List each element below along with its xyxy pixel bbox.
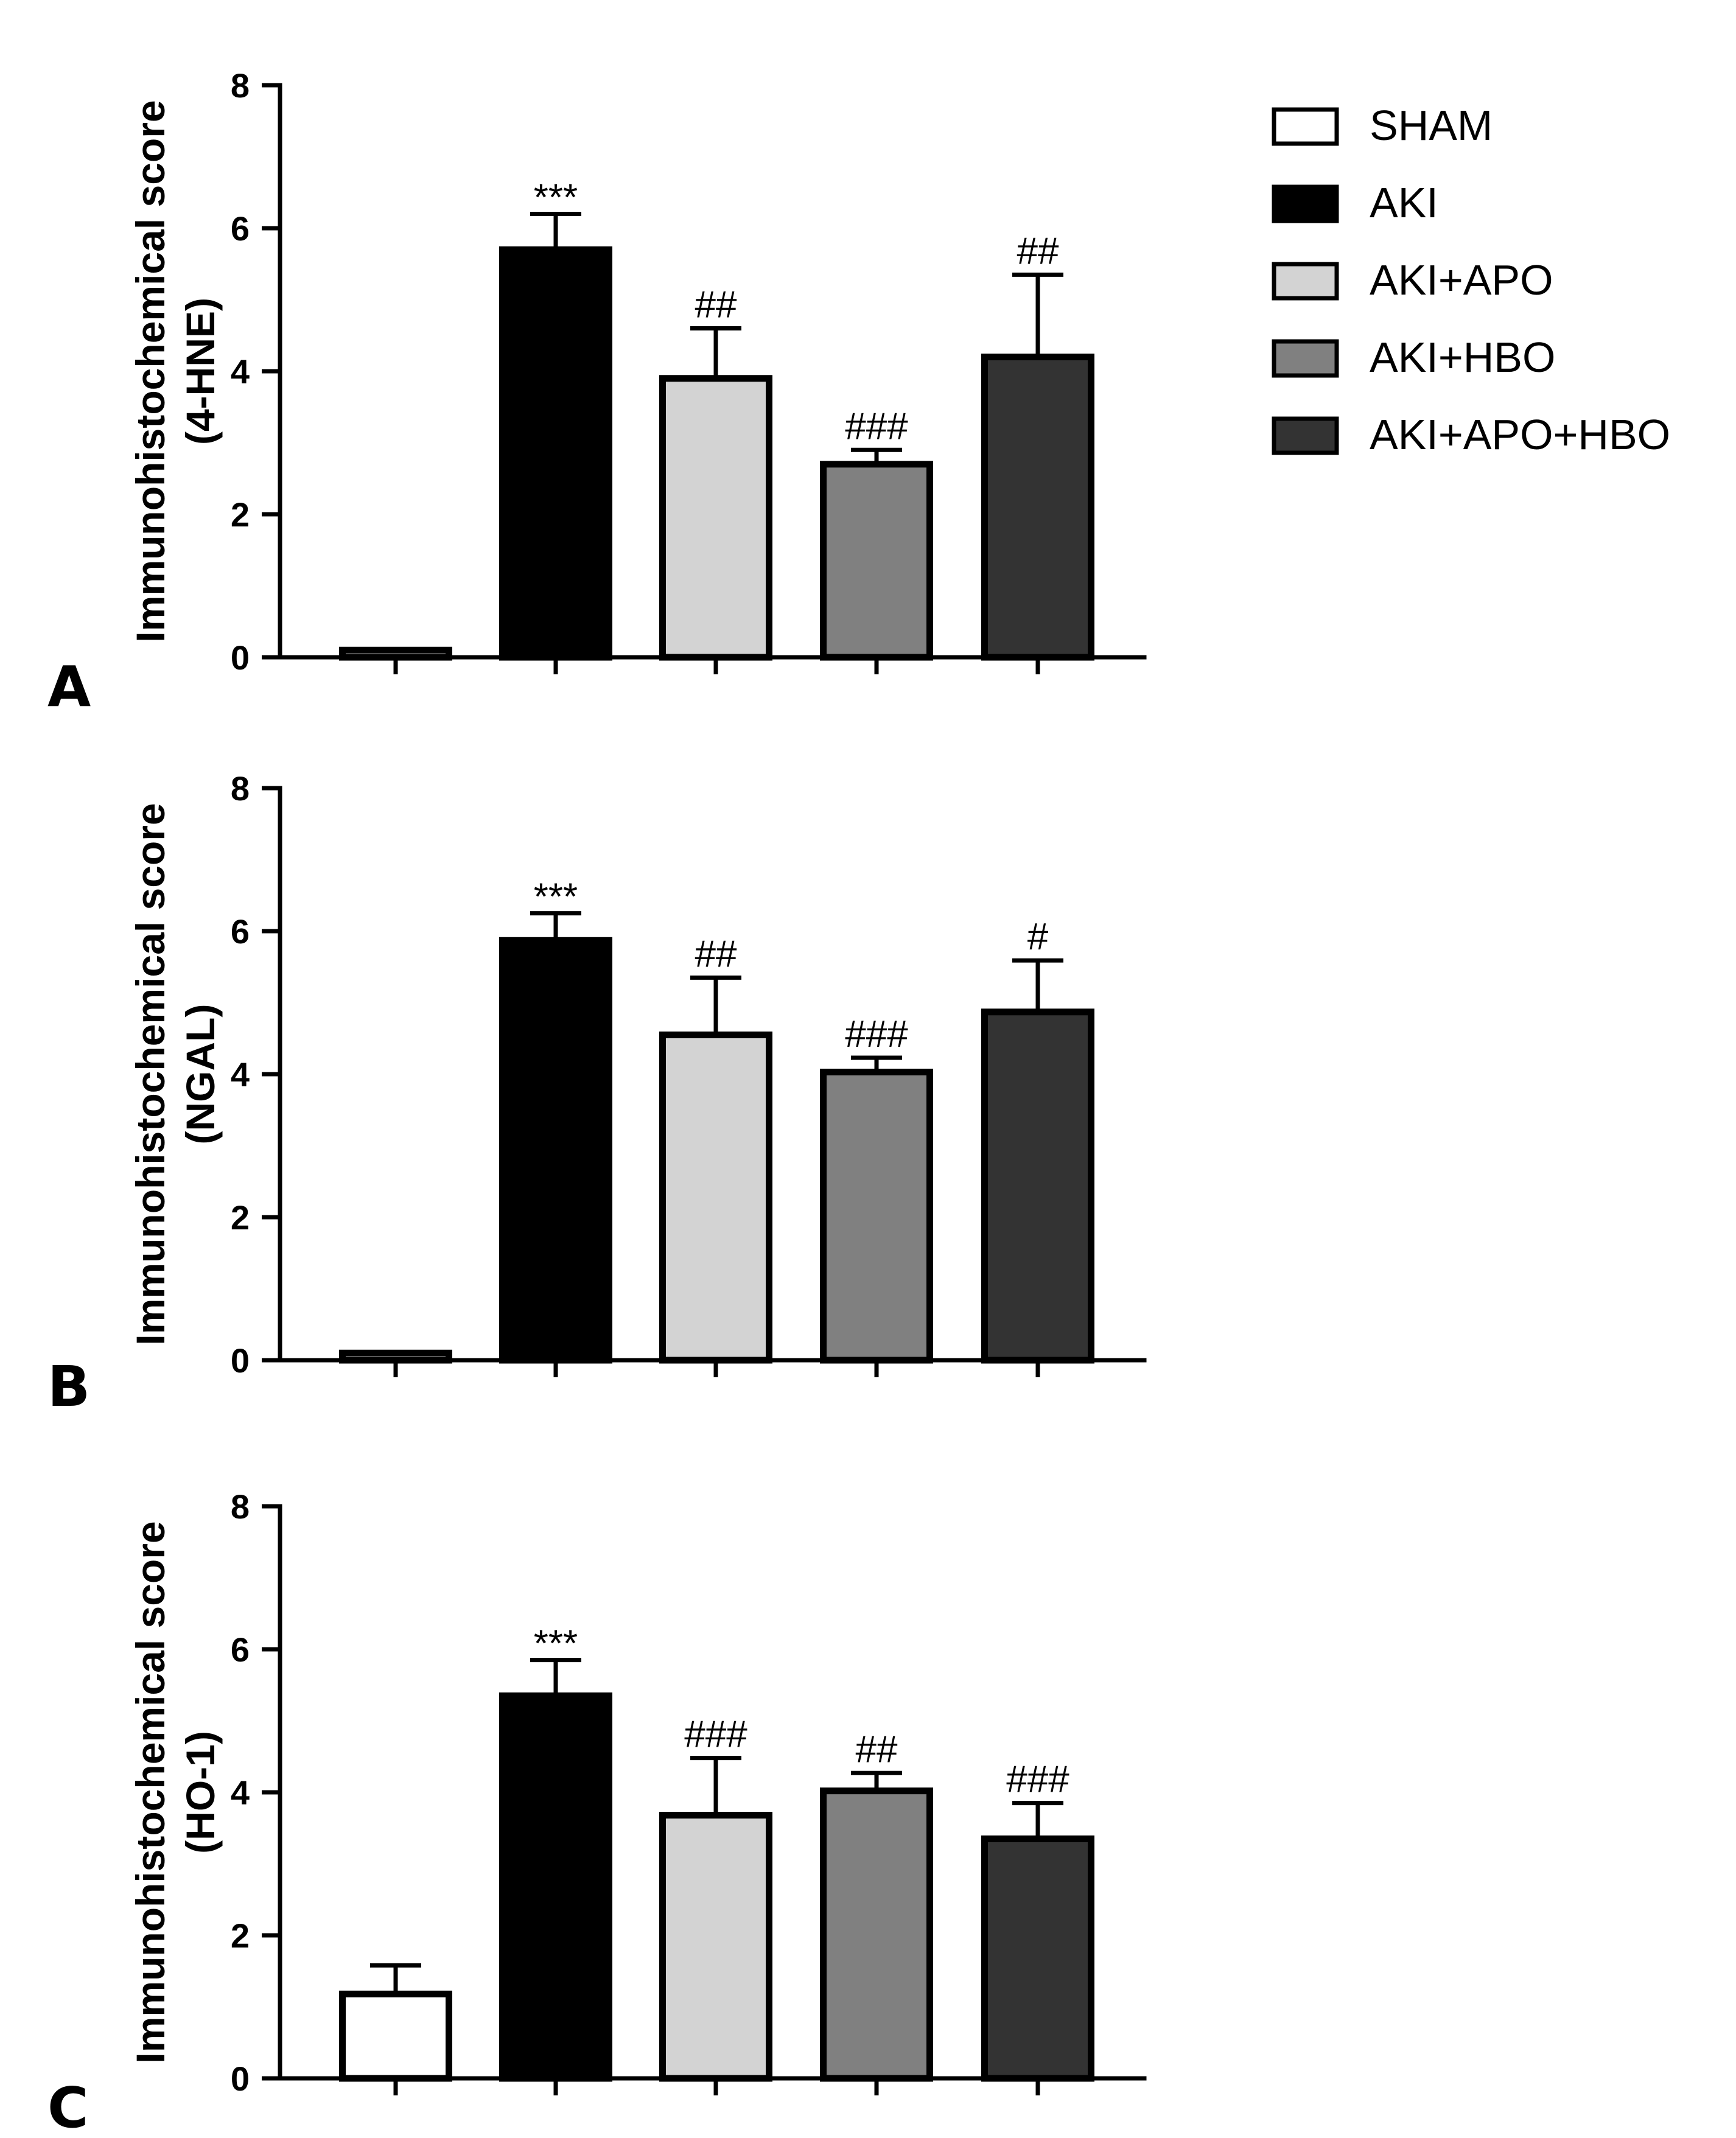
bar-aki-hbo	[820, 461, 933, 661]
significance-label: ##	[1017, 230, 1059, 272]
legend-label: SHAM	[1370, 102, 1493, 149]
significance-label: ###	[845, 1013, 908, 1055]
y-axis-label: Immunohistochemical score	[128, 100, 173, 642]
bar-aki	[499, 937, 612, 1364]
y-tick-label: 0	[231, 2059, 250, 2098]
significance-label: ###	[1006, 1759, 1069, 1801]
panel-label: C	[47, 2075, 89, 2138]
legend: SHAM AKI AKI+APO AKI+HBO AKI+APO+HBO	[1272, 102, 1670, 458]
y-tick-label: 6	[231, 209, 250, 248]
panel-label: A	[47, 654, 91, 719]
bar-aki-apo	[659, 375, 772, 661]
bar-aki	[499, 1692, 612, 2082]
y-tick-label: 4	[231, 1773, 250, 1812]
y-axis-label-sub: (NGAL)	[178, 1004, 223, 1145]
y-tick-label: 4	[231, 352, 250, 391]
legend-swatch	[1272, 184, 1339, 223]
panel-label: B	[47, 1354, 90, 1419]
legend-swatch	[1272, 107, 1339, 146]
panel-C: 0 2 4 6 8 Immunohistochemical score (HO-1) C ***…	[47, 1487, 1147, 2138]
bar-sham	[339, 646, 452, 661]
significance-label: ***	[534, 1623, 578, 1665]
legend-label: AKI+HBO	[1370, 334, 1555, 381]
y-tick-label: 2	[231, 495, 250, 534]
y-tick-label: 0	[231, 1341, 250, 1380]
bar-aki-apo	[659, 1031, 772, 1364]
significance-label: ***	[534, 876, 578, 918]
bar-sham	[339, 1990, 452, 2082]
y-tick-label: 8	[231, 66, 250, 105]
panel-A: 0 2 4 6 8 Immunohistochemical score (4-HNE) A **…	[47, 66, 1147, 719]
y-tick-label: 6	[231, 912, 250, 951]
significance-label: ###	[684, 1714, 747, 1756]
y-axis-label-sub: (4-HNE)	[178, 298, 223, 445]
bar-aki-apo-hbo	[981, 354, 1094, 661]
y-axis-label: Immunohistochemical score	[128, 1521, 173, 2063]
bar-sham	[339, 1349, 452, 1364]
bar-aki-hbo	[820, 1068, 933, 1364]
legend-swatch	[1272, 262, 1339, 301]
y-tick-label: 0	[231, 638, 250, 677]
y-axis-label-sub: (HO-1)	[178, 1731, 223, 1854]
significance-label: ***	[534, 177, 578, 219]
significance-label: ##	[695, 933, 737, 975]
bar-aki	[499, 246, 612, 661]
y-tick-label: 6	[231, 1630, 250, 1669]
significance-label: ##	[856, 1728, 898, 1770]
bar-aki-apo-hbo	[981, 1008, 1094, 1364]
bar-aki-hbo	[820, 1787, 933, 2082]
y-tick-label: 2	[231, 1198, 250, 1237]
significance-label: ##	[695, 284, 737, 326]
bar-aki-apo	[659, 1812, 772, 2082]
y-tick-label: 8	[231, 1487, 250, 1526]
legend-swatch	[1272, 416, 1339, 455]
y-tick-label: 2	[231, 1916, 250, 1955]
panel-B: 0 2 4 6 8 Immunohistochemical score (NGAL) B ***…	[47, 769, 1147, 1419]
significance-label: ###	[845, 405, 908, 447]
significance-label: #	[1027, 916, 1049, 958]
bar-aki-apo-hbo	[981, 1835, 1094, 2082]
legend-swatch	[1272, 339, 1339, 378]
legend-label: AKI+APO	[1370, 256, 1553, 304]
legend-label: AKI+APO+HBO	[1370, 411, 1670, 458]
y-tick-label: 8	[231, 769, 250, 808]
legend-label: AKI	[1370, 179, 1438, 226]
y-axis-label: Immunohistochemical score	[128, 803, 173, 1345]
y-tick-label: 4	[231, 1055, 250, 1094]
